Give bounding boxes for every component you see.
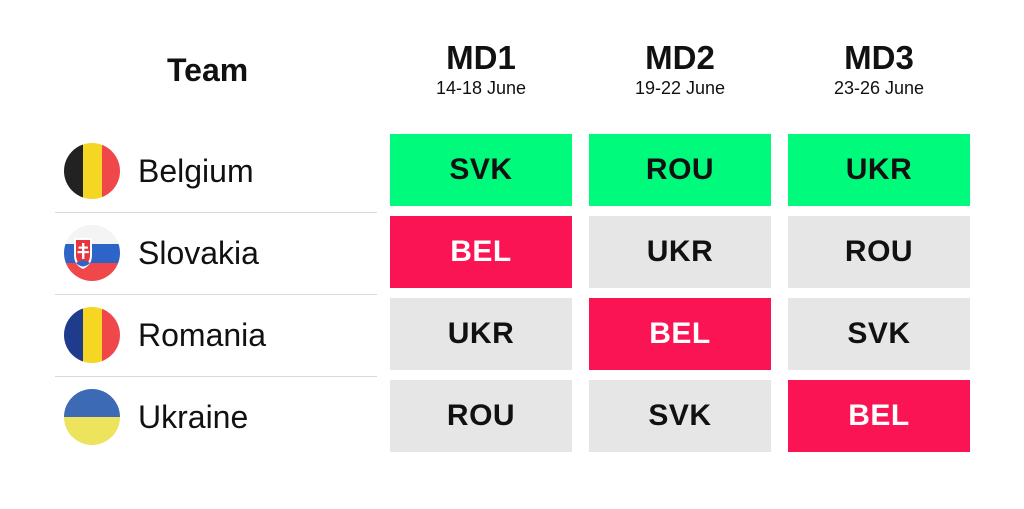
team-row-romania: Romania [55,294,377,377]
team-name: Romania [138,317,267,353]
fixture-cell: UKR [390,298,572,370]
belgium-flag-icon [64,143,120,199]
md2-title: MD2 [645,39,715,76]
fixture-cell: BEL [589,298,771,370]
team-name: Ukraine [138,399,249,435]
fixture-cell: SVK [390,134,572,206]
fixture-cell: BEL [788,380,970,452]
fixture-cell: UKR [788,134,970,206]
fixture-cell: SVK [788,298,970,370]
fixture-cell: ROU [788,216,970,288]
fixture-cell: SVK [589,380,771,452]
team-name: Belgium [138,153,254,189]
md1-header: MD1 14-18 June [390,40,572,99]
fixture-cell: ROU [589,134,771,206]
ukraine-flag-icon [64,389,120,445]
md3-title: MD3 [844,39,914,76]
md1-title: MD1 [446,39,516,76]
team-row-slovakia: Slovakia [55,212,377,295]
team-row-ukraine: Ukraine [55,376,377,458]
fixture-cell: UKR [589,216,771,288]
md2-dates: 19-22 June [634,78,726,98]
fixture-cell: ROU [390,380,572,452]
md1-dates: 14-18 June [435,78,527,98]
slovakia-flag-icon [64,225,120,281]
md2-header: MD2 19-22 June [589,40,771,99]
md3-dates: 23-26 June [833,78,925,98]
team-row-belgium: Belgium [55,130,377,213]
team-name: Slovakia [138,235,259,271]
romania-flag-icon [64,307,120,363]
team-column-header: Team [167,52,249,88]
md3-header: MD3 23-26 June [788,40,970,99]
fixture-cell: BEL [390,216,572,288]
